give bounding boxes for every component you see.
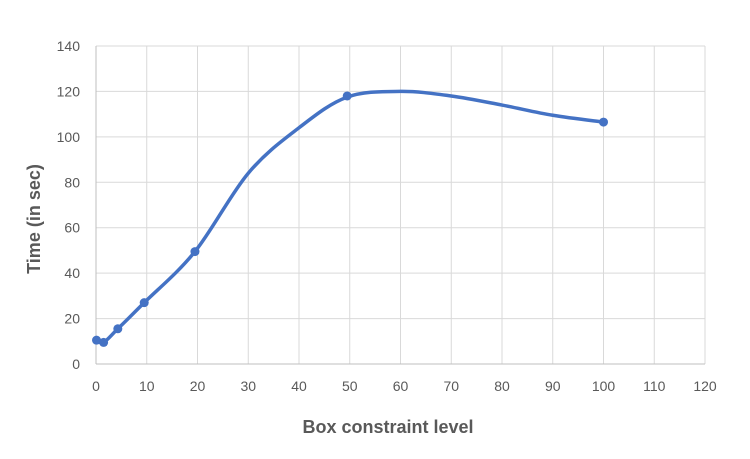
y-tick-label: 60 <box>64 220 80 236</box>
y-tick-label: 80 <box>64 174 80 190</box>
x-tick-label: 120 <box>693 378 717 394</box>
axes <box>95 46 705 365</box>
y-tick-label: 120 <box>57 83 81 99</box>
x-tick-label: 90 <box>545 378 561 394</box>
grid <box>96 45 706 364</box>
x-tick-label: 0 <box>92 378 100 394</box>
x-tick-label: 70 <box>443 378 459 394</box>
data-point <box>99 337 109 347</box>
data-point <box>92 335 102 345</box>
x-tick-label: 100 <box>592 378 616 394</box>
y-tick-label: 140 <box>57 38 81 54</box>
y-axis-title: Time (in sec) <box>24 164 44 274</box>
x-tick-label: 20 <box>190 378 206 394</box>
y-tick-label: 20 <box>64 311 80 327</box>
x-tick-label: 110 <box>643 378 666 394</box>
data-point <box>342 91 352 101</box>
x-tick-label: 80 <box>494 378 510 394</box>
x-tick-label: 40 <box>291 378 307 394</box>
x-tick-label: 30 <box>240 378 256 394</box>
x-tick-label: 60 <box>393 378 409 394</box>
tick-labels: 0 20 40 60 80 100 120 140 0 10 20 30 40 50 60 70 80 90 100… <box>57 38 717 394</box>
data-point <box>599 117 608 127</box>
x-tick-label: 50 <box>342 378 358 394</box>
data-point <box>139 298 149 308</box>
series-layer <box>92 89 608 347</box>
data-point <box>113 324 123 334</box>
y-tick-label: 0 <box>72 356 80 372</box>
y-tick-label: 100 <box>57 129 81 145</box>
x-tick-label: 10 <box>139 378 155 394</box>
y-tick-label: 40 <box>64 265 80 281</box>
x-axis-title: Box constraint level <box>302 417 473 437</box>
data-point <box>190 247 200 257</box>
